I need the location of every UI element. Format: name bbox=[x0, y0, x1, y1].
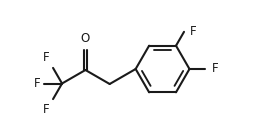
Text: F: F bbox=[211, 63, 218, 75]
Text: F: F bbox=[190, 25, 197, 38]
Text: F: F bbox=[42, 103, 49, 116]
Text: O: O bbox=[81, 32, 90, 45]
Text: F: F bbox=[34, 77, 40, 90]
Text: F: F bbox=[42, 51, 49, 64]
